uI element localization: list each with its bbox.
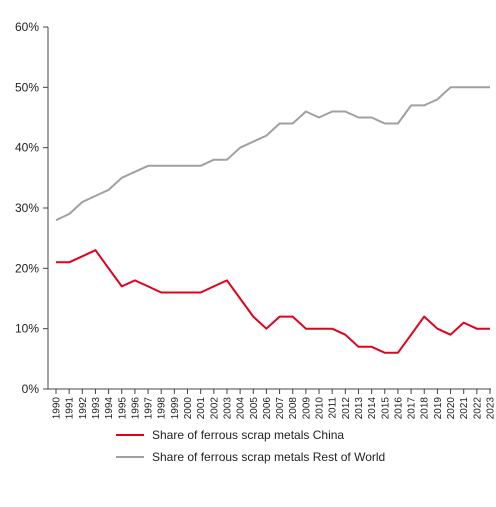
- x-tick-label: 2018: [420, 397, 431, 420]
- x-tick-label: 2020: [446, 397, 457, 420]
- x-tick-label: 2019: [433, 397, 444, 420]
- y-tick-label: 40%: [15, 141, 39, 155]
- y-tick-label: 50%: [15, 80, 39, 94]
- y-tick-label: 30%: [15, 201, 39, 215]
- x-tick-label: 1991: [65, 397, 76, 420]
- legend: Share of ferrous scrap metals China Shar…: [116, 424, 385, 468]
- x-tick-label: 2010: [315, 397, 326, 420]
- x-axis-ticks: 1990 1991 1992 1993 1994 1995 1996 1997 1998 1999…: [52, 389, 496, 419]
- x-tick-label: 2009: [301, 397, 312, 420]
- x-tick-label: 2001: [196, 397, 207, 420]
- x-tick-label: 2000: [183, 397, 194, 420]
- line-chart: 0%10%20%30%40%50%60% 1990 1991 1992 1993 199…: [15, 20, 496, 419]
- x-tick-label: 1996: [130, 397, 141, 420]
- x-tick-label: 2016: [393, 397, 404, 420]
- series-lines: [55, 86, 490, 354]
- y-tick-label: 0%: [22, 382, 40, 396]
- x-tick-label: 2003: [222, 397, 233, 420]
- legend-swatch-rest-of-world: [116, 456, 144, 458]
- x-tick-label: 2004: [236, 397, 247, 420]
- x-tick-label: 2015: [380, 397, 391, 420]
- y-axis-ticks: 0% 10% 20% 30% 40% 50% 60%: [15, 20, 48, 396]
- x-tick-label: 2002: [209, 397, 220, 420]
- x-tick-label: 2005: [249, 397, 260, 420]
- y-tick-label: 10%: [15, 322, 39, 336]
- series-line-china: [56, 249, 490, 354]
- x-tick-label: 1993: [91, 397, 102, 420]
- x-tick-label: 1997: [144, 397, 155, 420]
- x-tick-label: 2013: [354, 397, 365, 420]
- x-tick-label: 1999: [170, 397, 181, 420]
- legend-item-rest-of-world: Share of ferrous scrap metals Rest of Wo…: [116, 446, 385, 468]
- series-line-rest-of-world: [55, 86, 490, 222]
- x-tick-label: 2012: [341, 397, 352, 420]
- x-tick-label: 1994: [104, 397, 115, 420]
- legend-label-rest-of-world: Share of ferrous scrap metals Rest of Wo…: [152, 450, 386, 464]
- x-tick-label: 2023: [486, 397, 496, 420]
- x-tick-label: 2021: [459, 397, 470, 420]
- x-tick-label: 2022: [472, 397, 483, 420]
- x-tick-label: 2011: [328, 397, 339, 419]
- x-tick-label: 1992: [78, 397, 89, 420]
- legend-swatch-china: [116, 434, 144, 436]
- legend-label-china: Share of ferrous scrap metals China: [152, 428, 345, 442]
- y-tick-label: 20%: [15, 261, 39, 275]
- legend-item-china: Share of ferrous scrap metals China: [116, 424, 385, 446]
- x-tick-label: 2007: [275, 397, 286, 420]
- x-tick-label: 2014: [367, 397, 378, 420]
- x-tick-label: 2006: [262, 397, 273, 420]
- x-tick-label: 1995: [117, 397, 128, 420]
- y-tick-label: 60%: [15, 20, 39, 34]
- x-tick-label: 1990: [52, 397, 63, 420]
- x-tick-label: 2017: [407, 397, 418, 420]
- x-tick-label: 1998: [157, 397, 168, 420]
- x-tick-label: 2008: [288, 397, 299, 420]
